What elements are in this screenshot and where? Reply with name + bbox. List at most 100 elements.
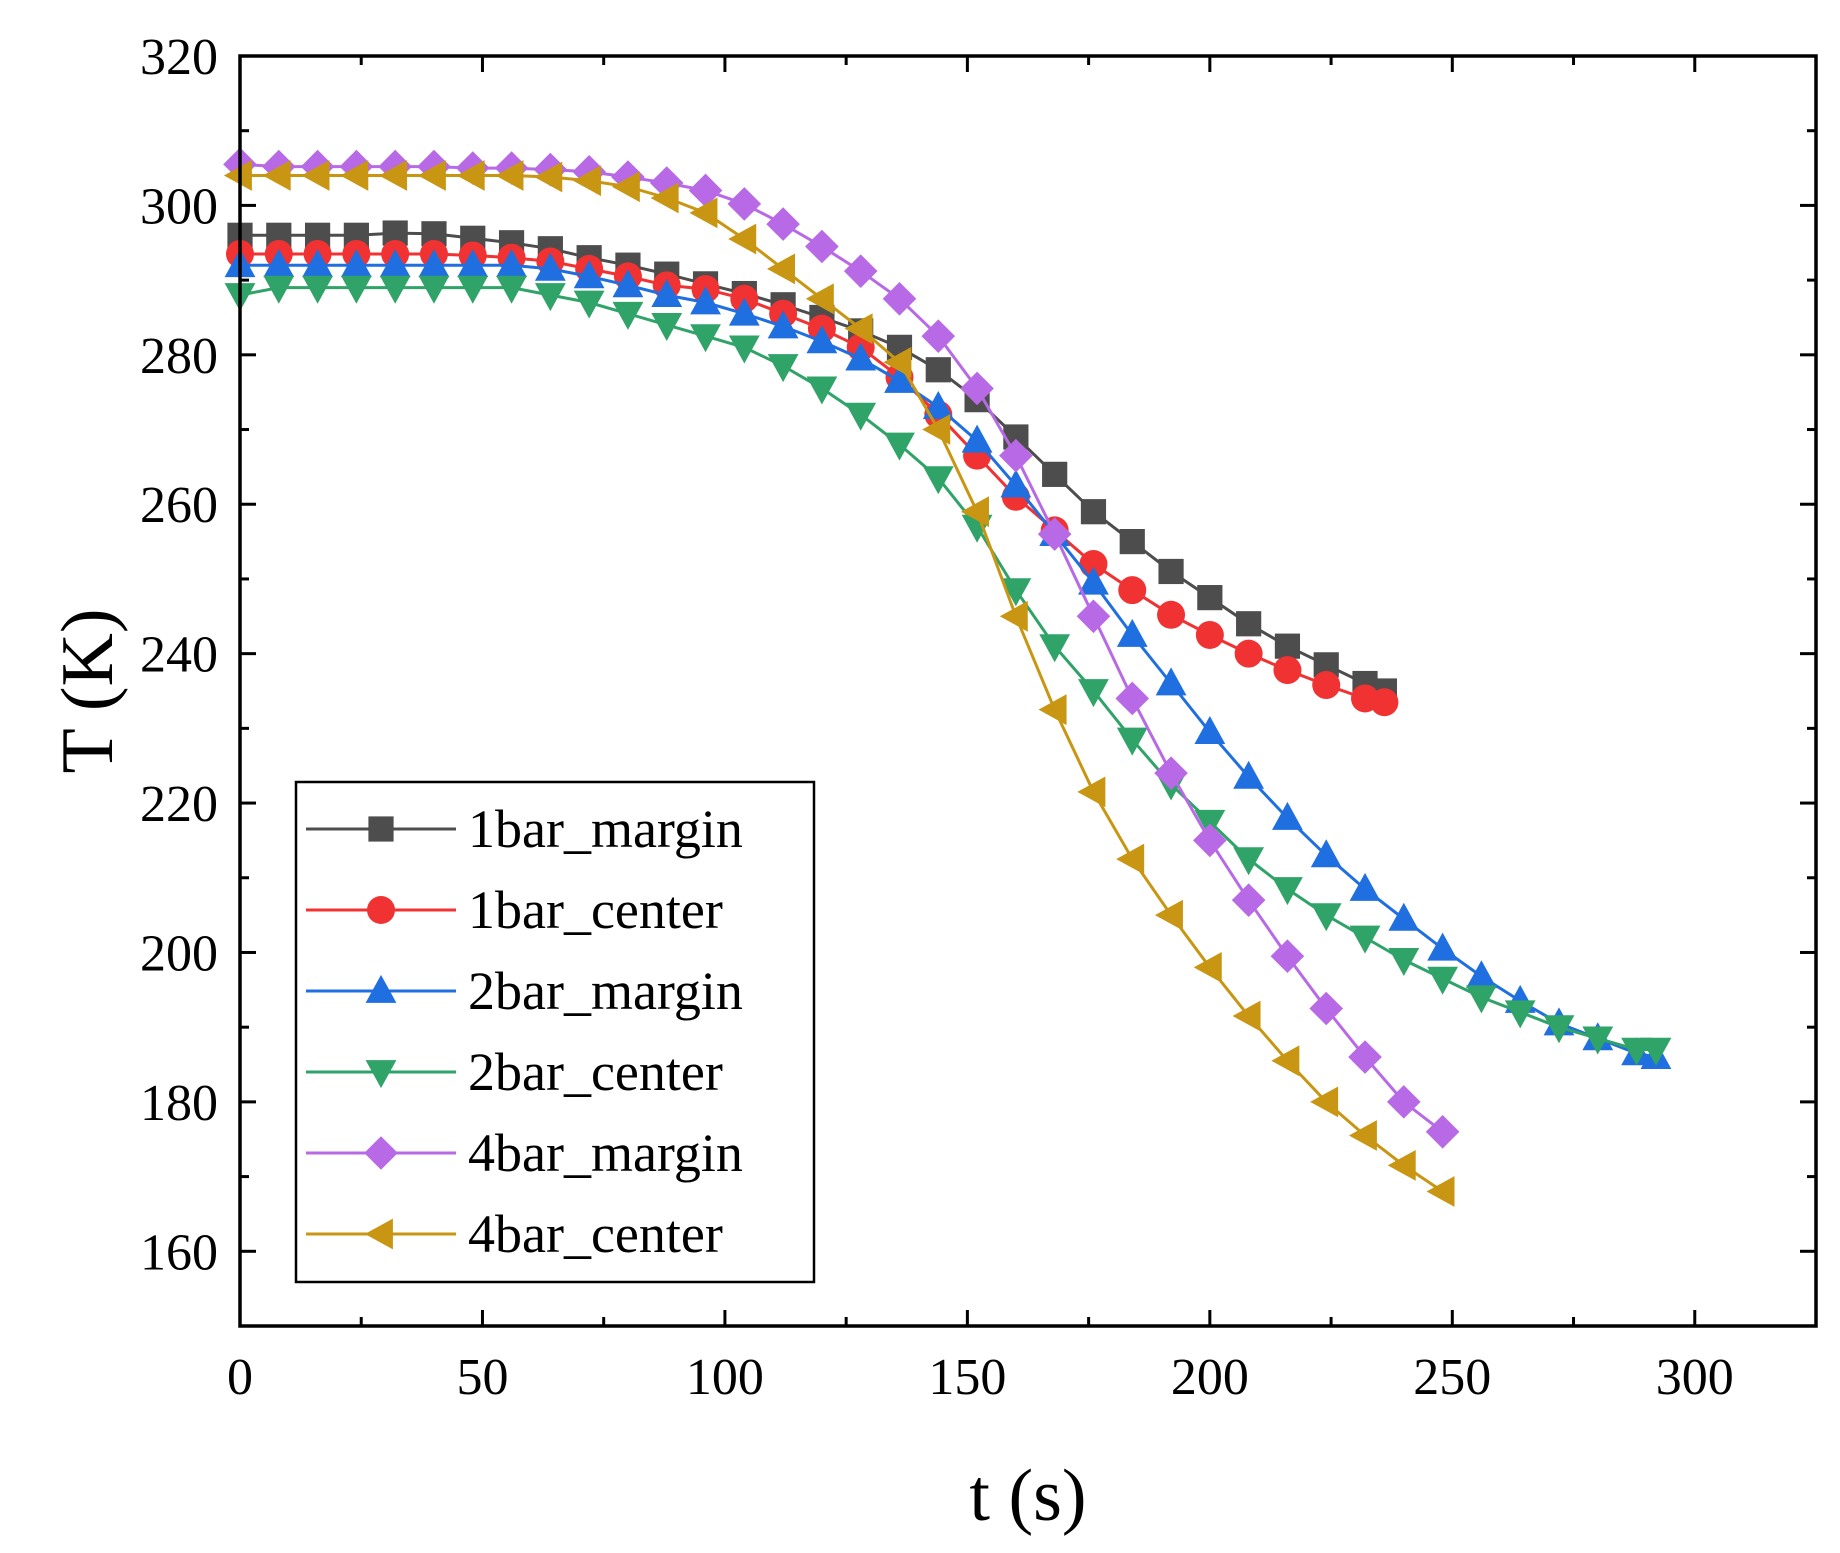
- data-point: [1310, 903, 1342, 932]
- series-4bar_center: [223, 160, 1455, 1207]
- data-point: [1233, 847, 1265, 876]
- data-point: [417, 160, 446, 191]
- data-point: [1039, 634, 1071, 663]
- data-point: [1080, 499, 1107, 525]
- data-point: [767, 354, 799, 383]
- data-point: [805, 229, 839, 264]
- data-point: [1640, 1037, 1672, 1066]
- legend-item-2bar_center: 2bar_center: [306, 1042, 723, 1102]
- data-point: [1349, 872, 1381, 901]
- data-point: [843, 254, 878, 288]
- data-point: [262, 160, 291, 191]
- data-point: [1193, 952, 1222, 983]
- data-point: [1310, 839, 1342, 868]
- data-point: [1621, 1037, 1652, 1066]
- plot-frame: [238, 54, 1818, 1328]
- y-tick-label: 180: [140, 1075, 218, 1132]
- data-point: [496, 249, 527, 278]
- data-point: [301, 160, 330, 191]
- data-point: [689, 197, 718, 229]
- data-point: [805, 283, 834, 315]
- data-point: [1543, 1015, 1575, 1044]
- data-point: [1158, 558, 1184, 585]
- y-tick-label: 280: [140, 328, 218, 385]
- data-point: [612, 269, 644, 298]
- data-point: [612, 301, 644, 330]
- data-point: [418, 249, 450, 278]
- data-point: [340, 275, 372, 304]
- series-2bar_center: [224, 275, 1672, 1066]
- data-point: [379, 249, 411, 278]
- data-point: [1078, 566, 1109, 595]
- data-point: [1348, 1040, 1382, 1074]
- axis-ticks: 0 50 100 150 200 250 300 160 180 200 220 240 260 280 3…: [140, 29, 1816, 1406]
- data-point: [921, 319, 956, 353]
- data-point: [1348, 1120, 1377, 1151]
- data-point: [688, 173, 723, 208]
- data-point: [884, 364, 915, 393]
- data-point: [1582, 1026, 1614, 1055]
- legend-marker: [367, 896, 395, 924]
- data-point: [1387, 1085, 1421, 1119]
- legend-label: 2bar_margin: [468, 961, 743, 1021]
- data-point: [727, 187, 762, 221]
- data-point: [495, 160, 524, 191]
- data-point: [960, 496, 989, 528]
- data-point: [806, 325, 838, 354]
- data-point: [999, 438, 1033, 473]
- data-point: [1193, 823, 1227, 858]
- data-point: [728, 223, 757, 255]
- data-point: [1119, 528, 1145, 555]
- data-point: [728, 297, 760, 326]
- data-point: [1427, 966, 1459, 995]
- data-point: [922, 391, 954, 420]
- data-point: [884, 432, 915, 461]
- data-point: [1388, 902, 1420, 931]
- data-point: [651, 278, 683, 307]
- data-point: [1426, 1176, 1455, 1207]
- x-axis-title: t (s): [969, 1455, 1086, 1537]
- data-point: [1078, 679, 1109, 708]
- data-point: [1312, 671, 1341, 700]
- data-point: [1000, 469, 1032, 498]
- data-point: [1194, 715, 1226, 744]
- data-point: [1195, 620, 1224, 649]
- data-point: [1236, 611, 1262, 637]
- y-tick-label: 240: [140, 627, 218, 684]
- legend-item-4bar_center: 4bar_center: [306, 1204, 723, 1264]
- data-point: [1504, 1000, 1536, 1029]
- data-point: [1155, 667, 1187, 696]
- data-point: [650, 182, 679, 214]
- data-point: [1273, 656, 1302, 685]
- data-point: [1077, 776, 1106, 808]
- data-point: [1079, 550, 1108, 578]
- legend-label: 4bar_margin: [468, 1123, 743, 1183]
- legend-item-1bar_center: 1bar_center: [306, 880, 723, 940]
- data-point: [1076, 599, 1111, 634]
- legend-item-1bar_margin: 1bar_margin: [306, 799, 743, 859]
- data-point: [1309, 991, 1344, 1026]
- data-point: [767, 310, 799, 339]
- data-point: [1349, 925, 1381, 954]
- x-tick-label: 100: [686, 1349, 764, 1406]
- y-axis-title: T (K): [47, 608, 129, 773]
- data-point: [1000, 578, 1032, 607]
- data-point: [302, 249, 333, 278]
- y-tick-label: 320: [140, 29, 218, 86]
- legend-marker: [368, 816, 394, 842]
- legend-item-2bar_margin: 2bar_margin: [306, 961, 743, 1021]
- data-point: [340, 249, 372, 278]
- data-point: [1370, 688, 1399, 717]
- data-point: [1270, 939, 1305, 974]
- data-point: [1427, 932, 1459, 961]
- data-point: [456, 160, 485, 191]
- data-point: [845, 402, 877, 431]
- data-point: [1116, 727, 1148, 756]
- data-point: [1038, 694, 1067, 726]
- legend-marker: [365, 1060, 397, 1089]
- data-point: [379, 275, 411, 304]
- data-point: [457, 275, 489, 304]
- data-point: [1116, 843, 1145, 875]
